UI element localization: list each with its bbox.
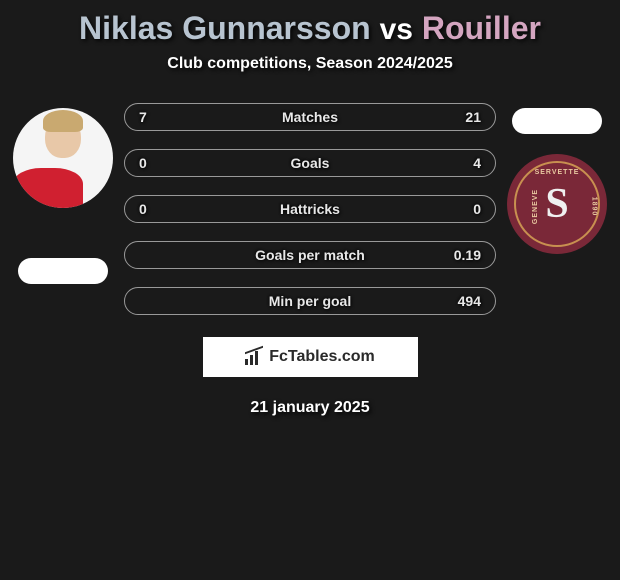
servette-s-icon: S (545, 180, 568, 228)
stat-label: Hattricks (280, 201, 340, 217)
stat-row-goals: 0 Goals 4 (124, 149, 496, 177)
servette-text-right: 1890 (591, 197, 598, 217)
avatar-body-shape (13, 168, 83, 208)
stat-row-hattricks: 0 Hattricks 0 (124, 195, 496, 223)
player2-name: Rouiller (422, 10, 541, 46)
vs-separator: vs (380, 13, 413, 46)
stat-right-value: 0 (451, 201, 481, 217)
player1-avatar (13, 108, 113, 208)
servette-text-left: GENEVE (532, 189, 539, 224)
stat-right-value: 0.19 (451, 247, 481, 263)
watermark-text: FcTables.com (269, 348, 375, 366)
comparison-title: Niklas Gunnarsson vs Rouiller (0, 10, 620, 47)
season-subtitle: Club competitions, Season 2024/2025 (0, 55, 620, 73)
date-text: 21 january 2025 (0, 399, 620, 417)
stat-label: Goals per match (255, 247, 365, 263)
watermark-box: FcTables.com (203, 337, 418, 377)
stat-label: Min per goal (269, 293, 351, 309)
servette-text-top: SERVETTE (535, 169, 580, 176)
content-row: 7 Matches 21 0 Goals 4 0 Hattricks 0 Goa… (0, 103, 620, 315)
comparison-card: Niklas Gunnarsson vs Rouiller Club compe… (0, 0, 620, 427)
stat-right-value: 494 (451, 293, 481, 309)
stat-row-matches: 7 Matches 21 (124, 103, 496, 131)
player1-name: Niklas Gunnarsson (79, 10, 371, 46)
stat-left-value: 7 (139, 109, 169, 125)
stat-row-mpg: Min per goal 494 (124, 287, 496, 315)
stat-left-value: 0 (139, 155, 169, 171)
player2-club-crest: SERVETTE GENEVE 1890 S (507, 154, 607, 254)
stat-label: Matches (282, 109, 338, 125)
player2-column: SERVETTE GENEVE 1890 S (502, 103, 612, 254)
avatar-head-shape (45, 116, 81, 158)
stat-right-value: 4 (451, 155, 481, 171)
servette-ring: SERVETTE GENEVE 1890 S (514, 161, 600, 247)
avatar-hair-shape (43, 110, 83, 132)
stat-row-gpm: Goals per match 0.19 (124, 241, 496, 269)
chart-icon (245, 349, 263, 365)
player1-club-badge (18, 258, 108, 284)
stat-left-value: 0 (139, 201, 169, 217)
stats-column: 7 Matches 21 0 Goals 4 0 Hattricks 0 Goa… (118, 103, 502, 315)
stat-label: Goals (291, 155, 330, 171)
stat-right-value: 21 (451, 109, 481, 125)
player2-club-badge-top (512, 108, 602, 134)
player1-column (8, 103, 118, 284)
